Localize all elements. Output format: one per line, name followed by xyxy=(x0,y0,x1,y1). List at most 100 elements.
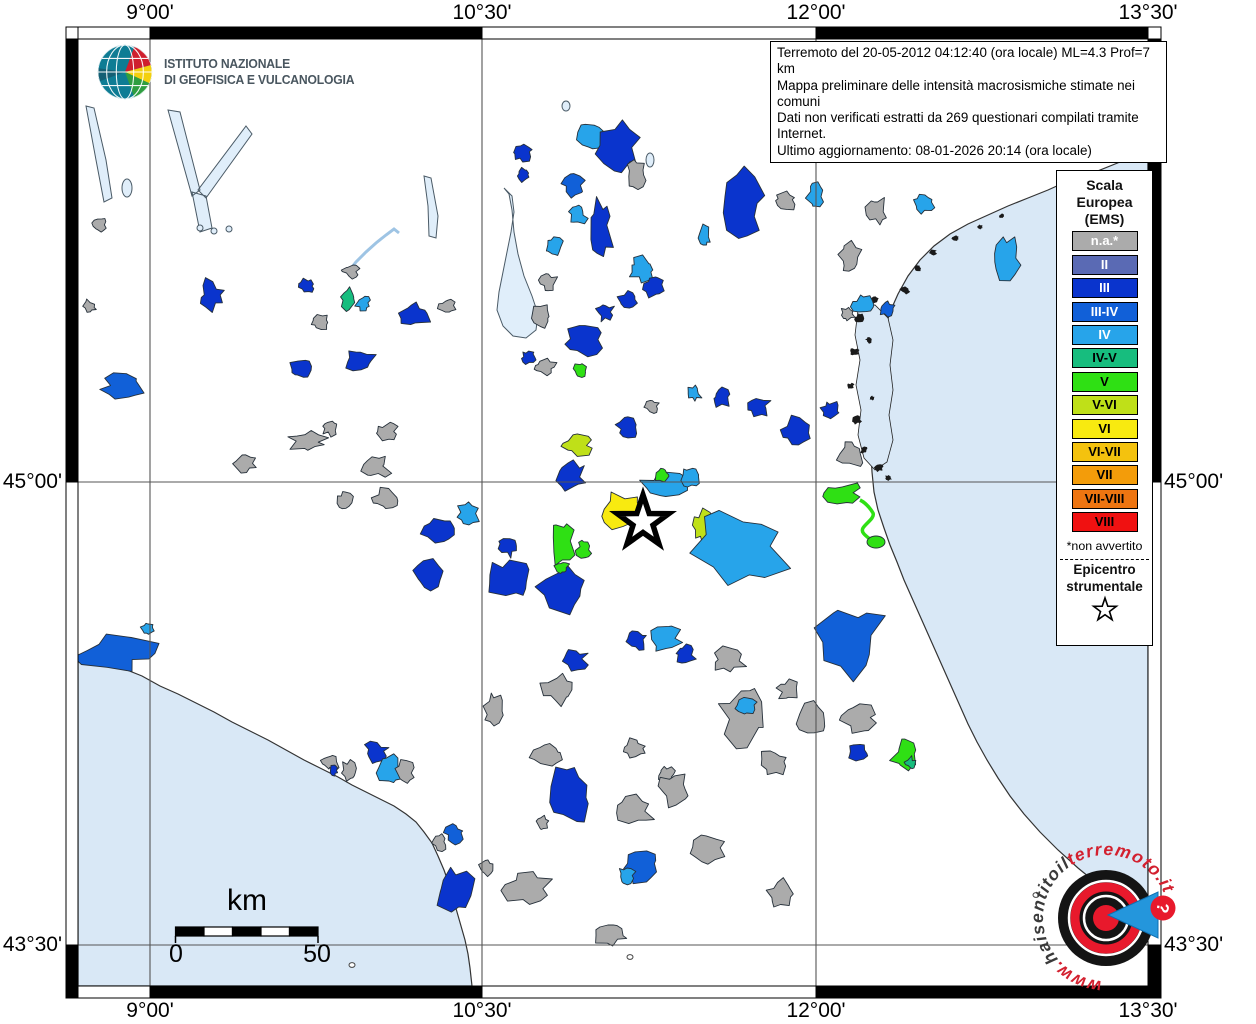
ingv-line2: DI GEOFISICA E VULCANOLOGIA xyxy=(164,72,355,87)
scale-bar-segment xyxy=(203,926,234,937)
municipality xyxy=(91,218,107,233)
map-frame-segment xyxy=(481,985,817,999)
municipality xyxy=(734,696,758,715)
map-frame-segment xyxy=(65,985,151,999)
lagoon-detail xyxy=(885,475,892,482)
municipality xyxy=(840,306,856,322)
legend-swatch-II: II xyxy=(1071,254,1138,275)
municipality xyxy=(714,645,748,673)
municipality xyxy=(747,398,772,418)
watermark-question-badge: ? xyxy=(1150,895,1176,921)
municipality xyxy=(765,877,794,908)
municipality xyxy=(866,535,886,549)
scale-bar-end: 50 xyxy=(303,940,331,968)
lagoon-detail xyxy=(865,337,872,344)
municipality xyxy=(545,236,564,256)
municipality xyxy=(622,737,646,759)
municipality xyxy=(329,764,339,777)
map-frame-segment xyxy=(149,26,483,40)
municipality xyxy=(199,277,225,313)
map-frame-segment xyxy=(481,26,817,40)
municipality xyxy=(521,350,537,365)
legend-swatch-na: n.a.* xyxy=(1071,231,1138,252)
islet xyxy=(1032,892,1040,898)
municipality xyxy=(650,625,684,652)
municipality xyxy=(442,823,464,846)
legend-swatch-IV: IV xyxy=(1071,324,1138,345)
axis-label-bottom-0: 9°00' xyxy=(126,999,174,1022)
municipality xyxy=(616,793,655,825)
municipality xyxy=(626,159,647,191)
municipality xyxy=(340,286,356,312)
map-frame-segment xyxy=(65,26,151,40)
scale-bar-segment xyxy=(288,926,319,937)
municipality xyxy=(595,924,628,947)
map-frame-segment xyxy=(1147,26,1162,40)
municipality xyxy=(564,325,603,358)
lake-varese xyxy=(121,178,133,198)
municipality xyxy=(516,166,530,183)
municipality xyxy=(376,421,399,442)
municipality xyxy=(642,276,665,299)
municipality xyxy=(345,350,377,372)
municipality xyxy=(436,298,457,313)
axis-label-top-3: 13°30' xyxy=(1118,1,1178,24)
municipality xyxy=(354,295,371,312)
municipality xyxy=(838,703,877,734)
municipality xyxy=(687,384,703,402)
axis-label-left-0: 45°00' xyxy=(2,470,62,493)
ingv-globe-icon xyxy=(97,44,153,100)
municipality xyxy=(675,643,697,664)
municipality xyxy=(913,193,936,215)
municipality xyxy=(549,766,589,823)
municipality xyxy=(73,633,160,672)
info-line-2: Mappa preliminare delle intensità macros… xyxy=(777,77,1135,109)
map-frame-segment xyxy=(65,38,79,483)
legend-swatch-III-IV: III-IV xyxy=(1071,301,1138,322)
legend-swatch-III: III xyxy=(1071,278,1138,299)
municipality xyxy=(590,196,614,258)
municipality xyxy=(539,672,573,708)
lagoon-detail xyxy=(869,395,875,401)
small-lake xyxy=(196,224,204,232)
axis-label-top-2: 12°00' xyxy=(786,1,846,24)
municipality xyxy=(139,622,155,635)
municipality xyxy=(537,273,559,292)
municipality xyxy=(310,314,329,331)
map-frame-segment xyxy=(815,26,1149,40)
axis-label-bottom-2: 12°00' xyxy=(786,999,846,1022)
municipality xyxy=(722,165,766,239)
municipality xyxy=(552,523,576,566)
municipality xyxy=(689,834,726,865)
scale-bar-segment xyxy=(174,926,205,937)
epicenter-legend-star-icon xyxy=(1090,595,1119,622)
municipality xyxy=(775,678,798,700)
river xyxy=(346,227,400,273)
municipality xyxy=(775,190,796,211)
municipality xyxy=(713,386,731,408)
info-line-4: Ultimo aggiornamento: 08-01-2026 20:14 (… xyxy=(777,142,1092,158)
municipality xyxy=(813,609,886,683)
municipality xyxy=(994,236,1022,282)
municipality xyxy=(837,239,863,272)
info-line-3: Dati non verificati estratti da 269 ques… xyxy=(777,110,1139,142)
venice-lagoon xyxy=(854,304,894,471)
municipality xyxy=(82,298,97,313)
epicenter-star xyxy=(609,486,677,551)
legend-title-line1: Scala xyxy=(1086,177,1123,193)
legend-swatch-VI: VI xyxy=(1071,418,1138,439)
lagoon-detail xyxy=(999,213,1004,218)
municipality xyxy=(336,491,354,510)
epicenter-label-line1: Epicentro xyxy=(1073,562,1136,578)
municipality xyxy=(436,866,476,913)
scale-bar-segment xyxy=(231,926,262,937)
ingv-logo-text: ISTITUTO NAZIONALE DI GEOFISICA E VULCAN… xyxy=(164,56,354,88)
scale-bar-unit: km xyxy=(227,884,267,917)
axis-label-right-0: 45°00' xyxy=(1164,470,1224,493)
lagoon-detail xyxy=(914,265,921,272)
municipality xyxy=(560,173,586,199)
municipality xyxy=(574,539,593,559)
municipality xyxy=(375,753,402,784)
lake-como xyxy=(167,109,253,233)
axis-label-top-1: 10°30' xyxy=(452,1,512,24)
